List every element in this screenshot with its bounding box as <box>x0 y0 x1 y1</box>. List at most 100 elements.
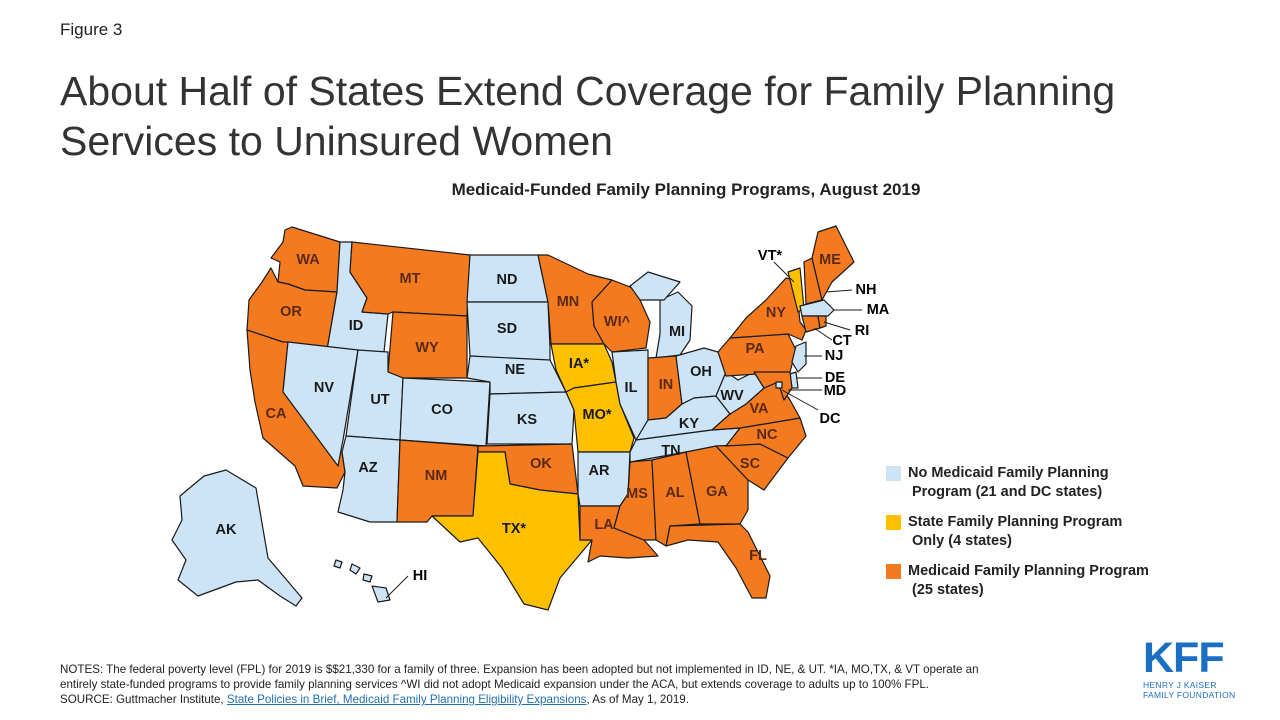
state-label-sd: SD <box>497 321 517 337</box>
state-label-ks: KS <box>517 412 537 428</box>
state-label-dc: DC <box>820 411 841 427</box>
state-label-vt: VT* <box>758 248 783 264</box>
figure-label: Figure 3 <box>60 20 123 39</box>
legend-item-medicaid: Medicaid Family Planning Program (25 stat… <box>886 562 1216 611</box>
state-label-al: AL <box>665 485 684 501</box>
state-hi-maui[interactable] <box>362 573 373 583</box>
state-label-pa: PA <box>745 341 765 357</box>
leader-lines <box>385 261 862 599</box>
state-label-nd: ND <box>497 272 518 288</box>
state-label-ny: NY <box>766 305 786 321</box>
state-label-mt: MT <box>400 271 421 287</box>
state-az[interactable] <box>337 435 401 523</box>
state-label-ne: NE <box>505 362 525 378</box>
state-label-wa: WA <box>296 252 320 268</box>
state-hi-kauai[interactable] <box>333 559 343 569</box>
title-line-1: About Half of States Extend Coverage for… <box>60 68 1116 114</box>
state-label-ga: GA <box>706 484 728 500</box>
state-dc[interactable] <box>775 381 783 389</box>
state-nv[interactable] <box>282 341 359 467</box>
title-line-2: Services to Uninsured Women <box>60 118 613 164</box>
state-label-mi: MI <box>669 324 685 340</box>
state-label-id: ID <box>349 318 364 334</box>
state-hi[interactable] <box>371 585 391 603</box>
state-label-nc: NC <box>757 427 778 443</box>
kff-logo-mark: KFF <box>1143 634 1225 682</box>
state-label-nj: NJ <box>825 348 844 364</box>
state-label-nh: NH <box>856 282 877 298</box>
state-fl[interactable] <box>665 523 771 599</box>
state-ma[interactable] <box>799 299 835 317</box>
state-label-co: CO <box>431 402 453 418</box>
state-wi[interactable] <box>591 279 651 353</box>
state-label-ma: MA <box>867 302 890 318</box>
state-label-mo: MO* <box>583 407 612 423</box>
state-label-ar: AR <box>589 463 610 479</box>
kff-logo-sub1: HENRY J KAISER <box>1143 680 1217 690</box>
state-label-la: LA <box>594 517 614 533</box>
state-label-mn: MN <box>557 294 580 310</box>
state-labels: WA OR CA ID NV MT WY UT CO AZ NM ND SD NE KS OK TX* MN IA*… <box>216 248 890 584</box>
state-ar[interactable] <box>577 451 631 507</box>
state-label-ca: CA <box>266 406 287 422</box>
state-label-ky: KY <box>679 416 699 432</box>
state-label-ok: OK <box>530 456 552 472</box>
state-label-sc: SC <box>740 456 761 472</box>
state-label-me: ME <box>819 252 841 268</box>
state-label-wy: WY <box>415 340 439 356</box>
kff-logo-sub2: FAMILY FOUNDATION <box>1143 690 1236 700</box>
state-label-ia: IA* <box>569 356 590 372</box>
legend-swatch-state <box>886 515 901 530</box>
legend-label-none: No Medicaid Family Planning Program (21 a… <box>908 465 1109 500</box>
state-mi[interactable] <box>655 291 693 359</box>
state-label-oh: OH <box>690 364 712 380</box>
legend-label-medicaid: Medicaid Family Planning Program (25 stat… <box>908 563 1149 598</box>
state-label-ms: MS <box>626 486 648 502</box>
notes: NOTES: The federal poverty level (FPL) f… <box>60 662 1120 707</box>
map-subtitle: Medicaid-Funded Family Planning Programs… <box>451 180 921 199</box>
state-tx[interactable] <box>431 451 593 611</box>
state-label-md: MD <box>824 383 847 399</box>
state-ks[interactable] <box>486 391 575 445</box>
state-hi-oahu[interactable] <box>349 563 361 575</box>
state-nj[interactable] <box>791 341 807 373</box>
state-label-tn: TN <box>661 443 680 459</box>
state-sd[interactable] <box>466 301 551 363</box>
source-link[interactable]: State Policies in Brief, Medicaid Family… <box>226 693 587 706</box>
legend-swatch-none <box>886 466 901 481</box>
state-label-fl: FL <box>749 548 767 564</box>
state-label-ak: AK <box>216 522 237 538</box>
state-ak[interactable] <box>171 469 303 607</box>
kff-logo: KFF HENRY J KAISER FAMILY FOUNDATION <box>1143 636 1243 700</box>
state-mi-upper[interactable] <box>629 271 681 301</box>
state-label-az: AZ <box>358 460 377 476</box>
state-label-wi: WI^ <box>604 314 631 330</box>
state-wy[interactable] <box>387 311 468 379</box>
legend-item-none: No Medicaid Family Planning Program (21 a… <box>886 464 1216 513</box>
state-mo[interactable] <box>565 381 635 453</box>
state-label-ct: CT <box>832 333 851 349</box>
state-label-ri: RI <box>855 323 870 339</box>
state-label-va: VA <box>749 401 769 417</box>
state-label-il: IL <box>625 380 638 396</box>
legend-item-state: State Family Planning Program Only (4 sta… <box>886 513 1216 562</box>
legend: No Medicaid Family Planning Program (21 a… <box>886 464 1216 611</box>
notes-line-1: NOTES: The federal poverty level (FPL) f… <box>60 663 979 676</box>
state-label-nm: NM <box>425 468 448 484</box>
state-label-wv: WV <box>720 388 744 404</box>
source-line: SOURCE: Guttmacher Institute, State Poli… <box>60 693 689 706</box>
state-label-nv: NV <box>314 380 334 396</box>
legend-swatch-medicaid <box>886 564 901 579</box>
state-label-hi: HI <box>413 568 428 584</box>
state-label-in: IN <box>659 377 674 393</box>
state-md[interactable] <box>753 371 793 401</box>
state-label-de: DE <box>825 370 845 386</box>
state-label-or: OR <box>280 304 302 320</box>
page-title: About Half of States Extend Coverage for… <box>60 66 1210 166</box>
legend-label-state: State Family Planning Program Only (4 sta… <box>908 514 1123 549</box>
state-label-tx: TX* <box>502 521 527 537</box>
state-label-ut: UT <box>370 392 389 408</box>
state-ri[interactable] <box>817 315 827 329</box>
notes-line-2: entirely state-funded programs to provid… <box>60 678 930 691</box>
